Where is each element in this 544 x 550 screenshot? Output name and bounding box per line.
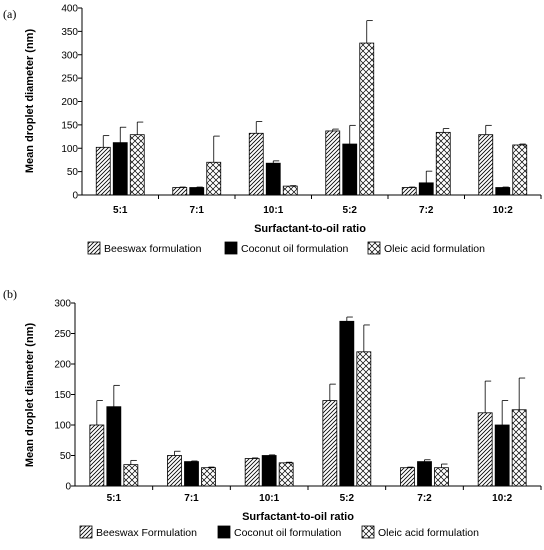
bar-a-s1-c4	[418, 182, 434, 196]
y-tick-label: 0	[72, 191, 78, 202]
bar-a-s2-c1	[206, 161, 222, 196]
panel-label-a: (a)	[3, 7, 16, 21]
y-tick-label: 150	[61, 120, 78, 131]
y-tick-label: 300	[61, 50, 78, 61]
legend-label: Oleic acid formulation	[384, 243, 485, 255]
bar-b-s2-c3	[356, 351, 372, 487]
bar-a-s0-c0	[95, 146, 111, 196]
bar-a-s2-c2	[282, 185, 298, 196]
bar-a-s0-c4	[401, 187, 417, 196]
y-tick-label: 200	[54, 360, 71, 371]
legend-swatch	[367, 241, 381, 255]
bar-b-s2-c4	[434, 467, 449, 487]
bar-b-s1-c3	[339, 320, 355, 487]
category-label: 10:2	[493, 205, 513, 216]
panel-label-b: (b)	[3, 287, 17, 301]
legend-swatch	[217, 525, 231, 539]
bar-b-s0-c3	[322, 400, 338, 487]
bar-b-s1-c5	[494, 424, 510, 487]
bar-a-s1-c5	[495, 187, 511, 196]
y-axis-label-b: Mean droplet diameter (nm)	[24, 323, 36, 468]
y-tick-label: 250	[54, 329, 71, 340]
legend-swatch	[224, 241, 238, 255]
category-label: 7:1	[184, 493, 199, 504]
bar-b-s0-c2	[244, 458, 260, 487]
bar-b-s0-c1	[167, 455, 182, 487]
y-tick-label: 300	[54, 299, 71, 310]
bar-a-s1-c3	[342, 143, 358, 196]
y-tick-label: 100	[61, 144, 78, 155]
bar-b-s1-c0	[106, 406, 122, 487]
x-axis-label-b: Surfactant-to-oil ratio	[242, 511, 354, 523]
bar-a-s0-c2	[248, 132, 264, 196]
y-tick-label: 200	[61, 97, 78, 108]
legend-label: Coconut oil formulation	[234, 527, 342, 539]
category-label: 7:1	[190, 205, 205, 216]
category-label: 5:2	[340, 493, 355, 504]
bar-b-s2-c5	[511, 409, 527, 487]
bar-b-s0-c4	[400, 467, 415, 487]
category-label: 5:1	[107, 493, 122, 504]
bar-a-s2-c0	[129, 134, 145, 196]
legend-label: Oleic acid formulation	[378, 527, 479, 539]
bar-a-s2-c4	[435, 131, 451, 196]
legend-label: Coconut oil formulation	[241, 243, 349, 255]
legend-swatch	[87, 241, 101, 255]
chart-panel-b: (b) Mean droplet diameter (nm) Surfactan…	[3, 287, 542, 539]
category-label: 5:2	[343, 205, 358, 216]
bar-b-s1-c2	[261, 455, 277, 487]
bar-b-s1-c1	[184, 461, 199, 487]
y-tick-label: 50	[60, 451, 72, 462]
legend-swatch	[361, 525, 375, 539]
category-label: 5:1	[113, 205, 128, 216]
category-label: 7:2	[417, 493, 432, 504]
category-label: 10:1	[259, 493, 279, 504]
bar-b-s2-c0	[123, 464, 139, 487]
bar-b-s2-c2	[278, 462, 294, 487]
bar-a-s1-c0	[112, 142, 128, 196]
category-label: 10:1	[263, 205, 283, 216]
y-tick-label: 100	[54, 421, 71, 432]
bar-b-s2-c1	[201, 467, 216, 487]
y-tick-label: 50	[67, 167, 79, 178]
legend-swatch	[79, 525, 93, 539]
bar-b-s0-c5	[477, 412, 493, 487]
y-axis-label-a: Mean droplet diameter (nm)	[24, 29, 36, 174]
bar-b-s0-c0	[89, 424, 105, 487]
legend-label: Beeswax formulation	[104, 243, 202, 255]
legend-label: Beeswax Formulation	[96, 527, 197, 539]
y-tick-label: 400	[61, 4, 78, 15]
y-tick-label: 350	[61, 27, 78, 38]
bar-a-s2-c3	[359, 42, 375, 196]
bar-b-s1-c4	[417, 461, 432, 487]
chart-panel-a: (a) Mean droplet diameter (nm) Surfactan…	[3, 4, 542, 255]
bar-a-s0-c1	[172, 187, 188, 196]
bar-a-s1-c2	[265, 162, 281, 196]
bar-a-s2-c5	[512, 144, 528, 196]
bar-a-s1-c1	[189, 187, 205, 196]
y-tick-label: 0	[65, 482, 71, 493]
y-tick-label: 250	[61, 74, 78, 85]
bar-a-s0-c3	[325, 130, 341, 196]
category-label: 10:2	[492, 493, 512, 504]
x-axis-label-a: Surfactant-to-oil ratio	[254, 223, 366, 235]
bar-a-s0-c5	[478, 134, 494, 196]
y-tick-label: 150	[54, 390, 71, 401]
category-label: 7:2	[419, 205, 434, 216]
